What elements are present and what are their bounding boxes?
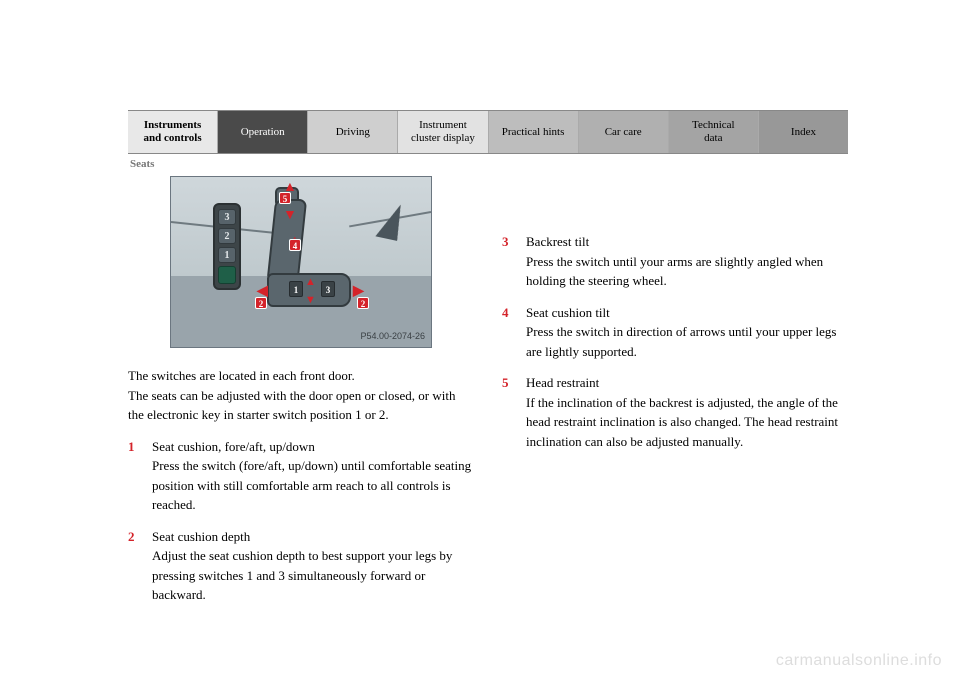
definition-number: 3 <box>502 232 516 291</box>
arrow-up-icon: ▲ <box>305 277 316 288</box>
definition-number: 1 <box>128 437 142 515</box>
tab-technical-data[interactable]: Technical data <box>669 111 759 153</box>
definition-text: Seat cushion depth Adjust the seat cushi… <box>152 527 474 605</box>
tab-label: Instrument cluster display <box>411 119 475 144</box>
callout-badge-2: 2 <box>357 297 369 309</box>
section-heading: Seats <box>130 158 848 170</box>
seat-control-figure: 3 2 1 1 3 ▲ ▼ ◀ ▶ ▲ ▼ ↕ <box>170 176 432 348</box>
cushion-switch-label-3: 3 <box>321 281 335 297</box>
callout-badge-2: 2 <box>255 297 267 309</box>
definition-row-2: 2 Seat cushion depth Adjust the seat cus… <box>128 527 474 605</box>
tab-label: Technical data <box>692 119 735 144</box>
memory-button-2: 2 <box>218 228 236 244</box>
arrow-down-icon: ▼ <box>305 295 316 306</box>
arrow-down-icon: ▼ <box>283 209 297 223</box>
tab-label: Driving <box>336 126 370 139</box>
memory-set-button <box>218 266 236 284</box>
definition-text: Head restraint If the inclination of the… <box>526 373 848 451</box>
definition-row-5: 5 Head restraint If the inclination of t… <box>502 373 848 451</box>
definition-row-4: 4 Seat cushion tilt Press the switch in … <box>502 303 848 362</box>
cushion-switch-label-1: 1 <box>289 281 303 297</box>
tab-instruments-controls[interactable]: Instruments and controls <box>128 111 218 153</box>
definition-number: 5 <box>502 373 516 451</box>
left-column: 3 2 1 1 3 ▲ ▼ ◀ ▶ ▲ ▼ ↕ <box>128 176 474 617</box>
tab-label: Car care <box>605 126 642 139</box>
callout-badge-5: 5 <box>279 192 291 204</box>
memory-button-1: 1 <box>218 247 236 263</box>
tab-practical-hints[interactable]: Practical hints <box>489 111 579 153</box>
tab-driving[interactable]: Driving <box>308 111 398 153</box>
memory-button-3: 3 <box>218 209 236 225</box>
right-column: 3 Backrest tilt Press the switch until y… <box>502 176 848 617</box>
intro-paragraph: The switches are located in each front d… <box>128 366 474 425</box>
section-tab-bar: Instruments and controls Operation Drivi… <box>128 110 848 154</box>
tab-label: Index <box>791 126 816 139</box>
callout-badge-4: 4 <box>289 239 301 251</box>
definition-row-3: 3 Backrest tilt Press the switch until y… <box>502 232 848 291</box>
definition-number: 4 <box>502 303 516 362</box>
top-margin <box>128 0 848 110</box>
definition-row-1: 1 Seat cushion, fore/aft, up/down Press … <box>128 437 474 515</box>
manual-page: Instruments and controls Operation Drivi… <box>128 0 848 617</box>
tab-car-care[interactable]: Car care <box>579 111 669 153</box>
definition-text: Seat cushion, fore/aft, up/down Press th… <box>152 437 474 515</box>
definition-number: 2 <box>128 527 142 605</box>
tab-index[interactable]: Index <box>759 111 848 153</box>
tab-label: Operation <box>241 126 285 139</box>
definition-text: Seat cushion tilt Press the switch in di… <box>526 303 848 362</box>
definition-text: Backrest tilt Press the switch until you… <box>526 232 848 291</box>
watermark-text: carmanualsonline.info <box>776 652 942 670</box>
figure-code-label: P54.00-2074-26 <box>360 330 425 344</box>
tab-label: Practical hints <box>502 126 565 139</box>
content-columns: 3 2 1 1 3 ▲ ▼ ◀ ▶ ▲ ▼ ↕ <box>128 176 848 617</box>
tab-instrument-cluster[interactable]: Instrument cluster display <box>398 111 488 153</box>
tab-label: Instruments and controls <box>143 119 201 144</box>
tab-operation[interactable]: Operation <box>218 111 308 153</box>
memory-button-panel: 3 2 1 <box>213 203 241 290</box>
